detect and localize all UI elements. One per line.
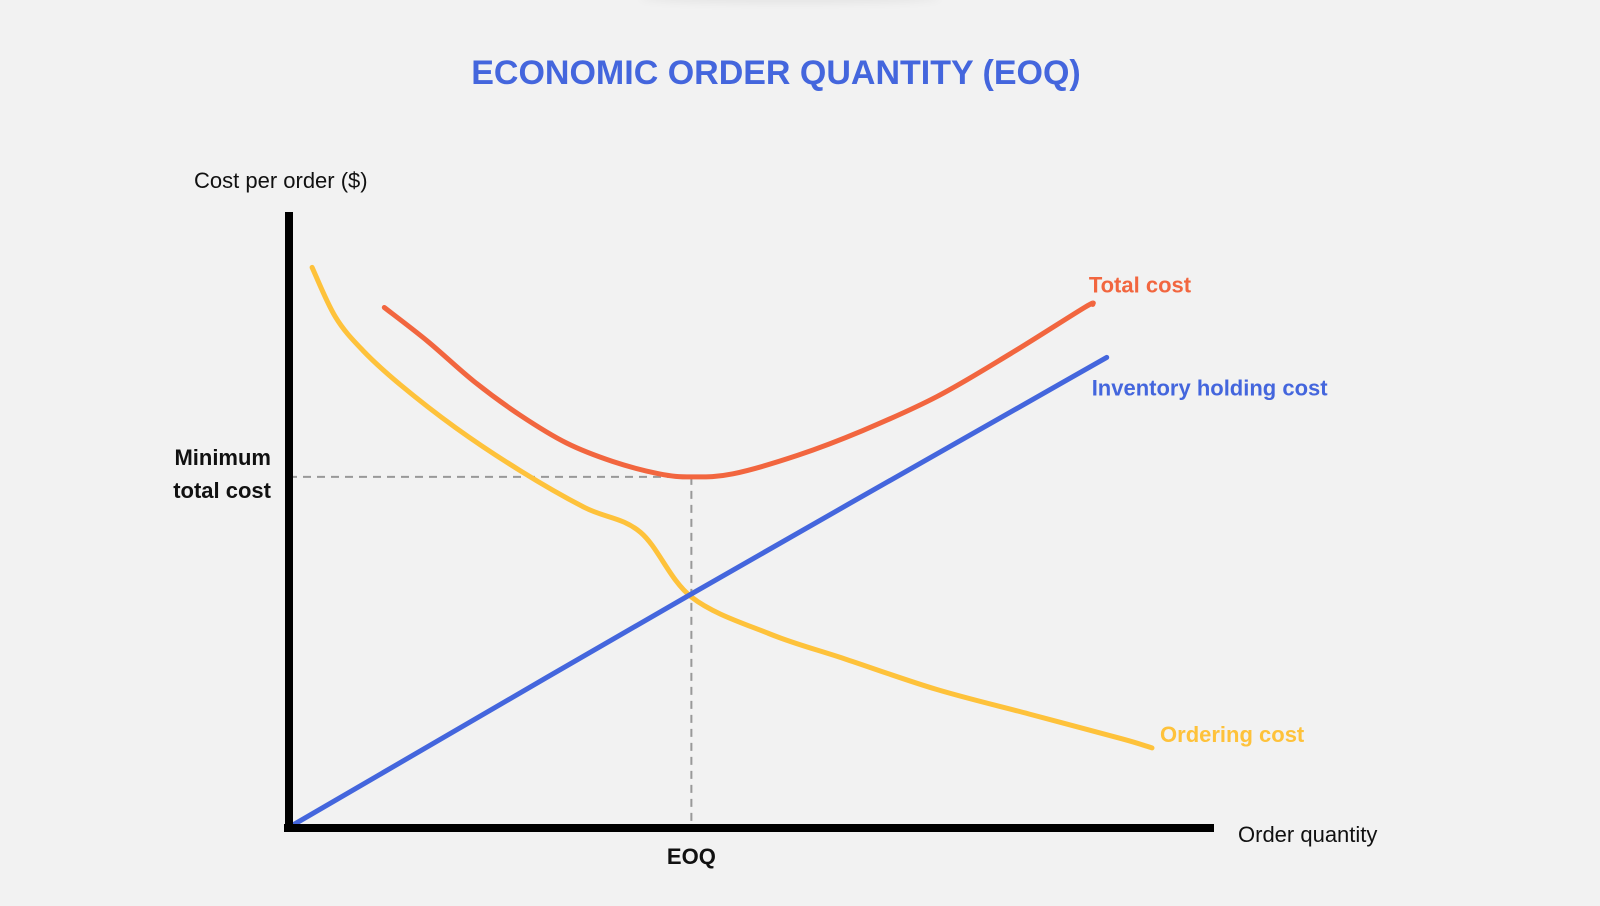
series-label-ordering-cost: Ordering cost — [1160, 722, 1305, 747]
top-shadow-decoration — [640, 0, 940, 4]
series-line-total-cost — [381, 300, 1096, 480]
eoq-label: EOQ — [667, 844, 716, 869]
series-line-inventory-holding-cost — [288, 354, 1110, 829]
x-axis-label: Order quantity — [1238, 822, 1377, 847]
y-axis-label: Cost per order ($) — [194, 168, 368, 193]
min-total-cost-label: Minimum total cost — [173, 445, 271, 503]
min-total-cost-label-line: Minimum — [174, 445, 271, 470]
series-line-ordering-cost — [309, 264, 1155, 751]
chart-title: ECONOMIC ORDER QUANTITY (EOQ) — [471, 54, 1081, 92]
guide-lines — [289, 475, 693, 828]
series-labels: Total cost Inventory holding cost Ordering… — [1089, 272, 1328, 747]
series-label-inventory-holding-cost: Inventory holding cost — [1092, 375, 1329, 400]
min-total-cost-label-line: total cost — [173, 478, 271, 503]
series-layer — [288, 264, 1155, 829]
series-label-total-cost: Total cost — [1089, 272, 1192, 297]
